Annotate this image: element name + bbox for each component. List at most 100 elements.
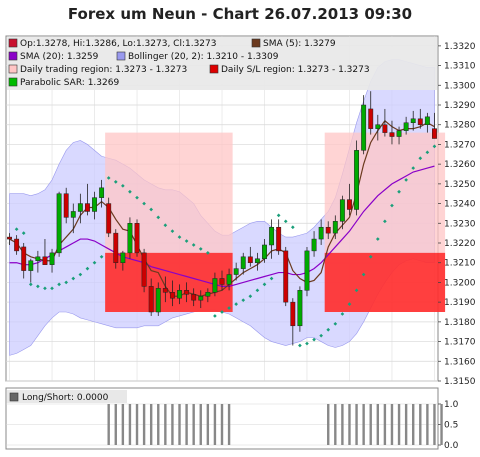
candle-body-up xyxy=(375,124,381,129)
indicator-tick-label: 1.0 xyxy=(444,400,459,410)
sar-dot xyxy=(404,178,408,182)
candle-body-down xyxy=(14,238,20,252)
candle xyxy=(84,183,90,216)
sar-dot xyxy=(170,229,175,234)
candle-body-up xyxy=(396,130,402,137)
candle-body-down xyxy=(382,124,388,133)
candle-body-up xyxy=(297,290,303,327)
sar-dot xyxy=(425,150,430,155)
sar-dot xyxy=(113,180,118,184)
indicator-bar xyxy=(220,404,224,445)
candle xyxy=(389,120,395,145)
legend-swatch xyxy=(251,38,261,48)
indicator-bar xyxy=(114,404,117,445)
candle-body-up xyxy=(339,199,345,222)
sar-dot xyxy=(432,144,437,149)
indicator-bar xyxy=(426,404,429,445)
indicator-bar xyxy=(171,404,174,445)
candle-body-up xyxy=(361,104,367,151)
candle xyxy=(311,231,317,257)
sar-dot xyxy=(390,203,394,208)
candle xyxy=(297,286,303,332)
legend-swatch xyxy=(209,64,219,74)
legend-label: Daily S/L region: 1.3273 - 1.3273 xyxy=(221,65,370,75)
indicator-bar xyxy=(397,404,401,445)
sar-dot xyxy=(411,166,416,170)
candle xyxy=(269,219,275,259)
sar-dot xyxy=(14,227,19,232)
indicator-bar xyxy=(348,404,351,445)
candle xyxy=(162,276,168,303)
candle-body-down xyxy=(432,128,437,139)
candle xyxy=(247,246,253,267)
indicator-tick-label: 0.0 xyxy=(444,441,459,451)
indicator-bar xyxy=(157,404,160,445)
indicator-bar xyxy=(419,404,422,445)
candle xyxy=(368,91,374,135)
candle xyxy=(226,268,232,291)
main-plot xyxy=(5,35,446,382)
candle-body-down xyxy=(347,199,352,210)
candle-body-down xyxy=(106,203,112,234)
sar-dot xyxy=(142,201,146,206)
sar-dot xyxy=(347,302,352,306)
sar-dot xyxy=(177,235,182,239)
candle xyxy=(417,108,423,129)
candle xyxy=(332,215,338,240)
sar-dot xyxy=(375,237,380,241)
candle-body-up xyxy=(254,258,260,263)
indicator-bar xyxy=(404,404,408,445)
sar-dot xyxy=(283,219,288,224)
candle xyxy=(262,239,267,263)
candle xyxy=(155,282,161,316)
sar-dot xyxy=(191,243,196,247)
sar-dot xyxy=(354,288,359,293)
candle-body-up xyxy=(403,122,409,131)
candle xyxy=(141,248,147,293)
candle-body-up xyxy=(318,226,324,240)
sar-dot xyxy=(241,298,246,303)
candle-body-up xyxy=(354,150,360,210)
candle-body-down xyxy=(219,278,225,285)
sar-dot xyxy=(397,189,401,194)
sar-dot xyxy=(418,156,423,161)
candle xyxy=(184,282,190,303)
indicator-bar xyxy=(412,404,415,445)
legend-swatch xyxy=(8,38,18,48)
candle-body-up xyxy=(99,187,105,198)
candle xyxy=(106,197,112,238)
candle xyxy=(35,250,41,273)
legend-swatch xyxy=(8,77,18,87)
indicator-bar xyxy=(327,404,330,445)
candle xyxy=(21,243,27,279)
candle xyxy=(347,183,352,216)
indicator-legend-box xyxy=(7,390,127,403)
y-tick-label: 1.3260 xyxy=(444,160,476,170)
candle-body-down xyxy=(84,203,90,212)
candle-body-up xyxy=(155,288,161,313)
candle-body-down xyxy=(283,250,289,303)
sar-dot xyxy=(333,321,338,326)
candle xyxy=(283,246,289,307)
candle-body-down xyxy=(21,246,27,271)
candle-body-up xyxy=(198,295,204,301)
y-tick-label: 1.3190 xyxy=(444,298,476,308)
candle-body-up xyxy=(332,221,338,234)
candle xyxy=(219,270,225,291)
candle xyxy=(28,258,34,283)
chart-title: Forex um Neun - Chart 26.07.2013 09:30 xyxy=(68,5,412,23)
indicator-bar xyxy=(107,404,110,445)
legend-swatch xyxy=(8,51,18,61)
candle xyxy=(424,112,430,133)
y-tick-label: 1.3290 xyxy=(444,101,476,111)
candle-body-up xyxy=(304,250,310,291)
sar-dot xyxy=(269,276,274,281)
candle-body-up xyxy=(269,226,275,246)
candle xyxy=(49,248,55,273)
y-tick-label: 1.3210 xyxy=(444,259,476,269)
candle-body-down xyxy=(42,256,48,265)
indicator-bar xyxy=(135,404,139,445)
indicator-bar xyxy=(369,404,372,445)
sar-dot xyxy=(92,260,97,265)
candle xyxy=(339,195,345,230)
